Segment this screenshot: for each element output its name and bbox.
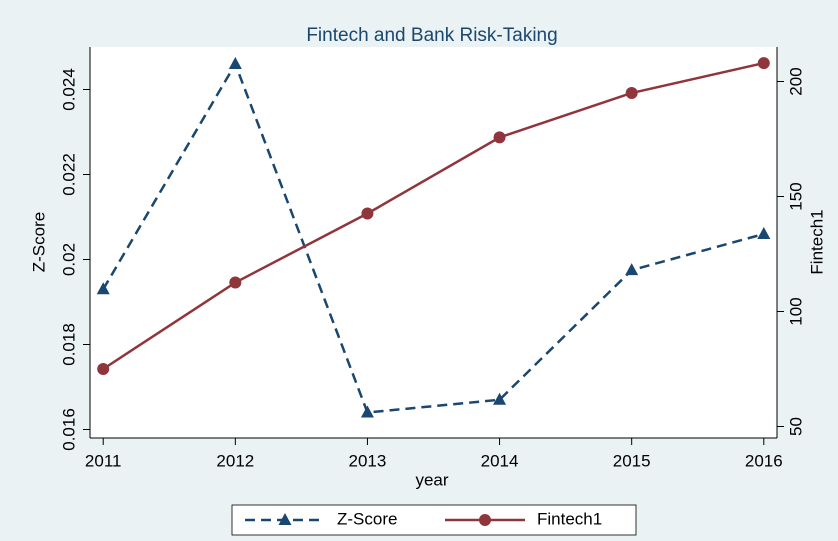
marker [625, 263, 639, 276]
marker [229, 276, 242, 289]
y2-tick-label: 200 [786, 67, 805, 95]
x-tick-label: 2016 [745, 451, 783, 470]
marker [360, 405, 374, 418]
marker [757, 227, 771, 239]
marker [493, 131, 506, 144]
marker [625, 87, 638, 99]
marker [757, 57, 770, 70]
legend-label: Fintech1 [537, 509, 602, 528]
x-tick-label: 2015 [613, 451, 651, 470]
marker [97, 363, 110, 375]
legend-marker [479, 514, 491, 526]
series-line [102, 61, 765, 371]
x-tick-label: 2011 [85, 451, 122, 470]
y-tick-label: 0.02 [59, 243, 78, 276]
y-tick-label: 0.024 [59, 68, 78, 111]
y-axis-title: Z-Score [29, 212, 48, 272]
legend-label: Z-Score [337, 509, 397, 528]
y2-tick-label: 100 [786, 297, 805, 325]
marker [361, 207, 374, 220]
y2-tick-label: 50 [786, 417, 805, 436]
y-tick-label: 0.022 [59, 153, 78, 196]
marker [228, 57, 242, 69]
y-tick-label: 0.018 [59, 323, 78, 366]
y-tick-label: 0.016 [59, 408, 78, 451]
x-tick-label: 2012 [216, 451, 254, 470]
y2-axis-title: Fintech1 [807, 209, 826, 274]
y2-tick-label: 150 [786, 182, 805, 210]
marker [96, 282, 110, 295]
x-tick-label: 2013 [349, 451, 387, 470]
chart-title: Fintech and Bank Risk-Taking [306, 25, 557, 46]
legend-marker [278, 513, 292, 525]
x-tick-label: 2014 [481, 451, 519, 470]
x-axis-title: year [415, 470, 448, 489]
plot-area [90, 47, 777, 438]
series-line [102, 61, 765, 414]
marker [493, 392, 507, 405]
